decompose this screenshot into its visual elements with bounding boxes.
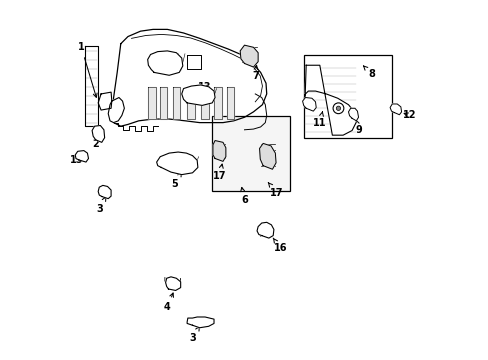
Polygon shape	[182, 85, 215, 105]
Polygon shape	[304, 65, 356, 135]
Polygon shape	[98, 92, 112, 110]
Polygon shape	[214, 87, 222, 119]
Circle shape	[336, 106, 340, 111]
Polygon shape	[348, 108, 358, 121]
Polygon shape	[240, 45, 258, 67]
Text: 17: 17	[212, 164, 225, 181]
Text: 5: 5	[171, 172, 181, 189]
Text: 2: 2	[92, 136, 104, 149]
Polygon shape	[92, 126, 104, 142]
Polygon shape	[187, 55, 201, 69]
Polygon shape	[156, 152, 198, 175]
Polygon shape	[187, 87, 195, 119]
Text: 12: 12	[402, 111, 415, 121]
Polygon shape	[147, 51, 183, 75]
Polygon shape	[98, 185, 111, 199]
Polygon shape	[257, 222, 273, 238]
Bar	[303, 55, 391, 138]
Text: 1: 1	[78, 42, 97, 97]
Text: 9: 9	[355, 120, 362, 135]
Polygon shape	[147, 87, 155, 119]
Text: 11: 11	[312, 112, 326, 128]
Polygon shape	[108, 98, 124, 123]
Text: 8: 8	[363, 66, 374, 79]
Text: 4: 4	[163, 293, 173, 312]
Polygon shape	[85, 45, 98, 126]
Text: 7: 7	[251, 65, 258, 81]
Text: 6: 6	[240, 188, 247, 205]
Text: 10: 10	[338, 105, 351, 121]
Polygon shape	[389, 104, 401, 115]
Polygon shape	[172, 87, 180, 119]
Text: 17: 17	[268, 183, 283, 198]
Bar	[211, 116, 290, 192]
Text: 3: 3	[96, 197, 105, 214]
Text: 16: 16	[273, 238, 286, 253]
Text: 14: 14	[162, 57, 176, 72]
Polygon shape	[227, 87, 234, 119]
Polygon shape	[302, 98, 316, 111]
Polygon shape	[187, 317, 214, 328]
Polygon shape	[259, 143, 276, 169]
Text: 13: 13	[198, 82, 211, 101]
Polygon shape	[75, 150, 88, 162]
Text: 15: 15	[70, 155, 86, 165]
Polygon shape	[165, 277, 180, 291]
Text: 3: 3	[189, 327, 199, 343]
Polygon shape	[112, 30, 266, 126]
Circle shape	[332, 103, 343, 114]
Polygon shape	[201, 87, 208, 119]
Polygon shape	[212, 140, 225, 161]
Polygon shape	[160, 87, 167, 119]
